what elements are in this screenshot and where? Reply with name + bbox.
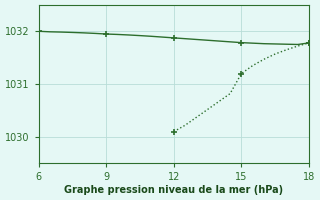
X-axis label: Graphe pression niveau de la mer (hPa): Graphe pression niveau de la mer (hPa) (64, 185, 283, 195)
